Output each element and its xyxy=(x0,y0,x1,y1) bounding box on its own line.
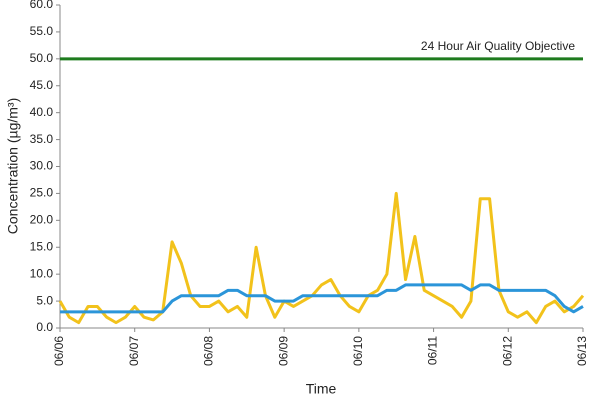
x-tick-label: 06/07 xyxy=(127,336,141,366)
x-tick-label: 06/10 xyxy=(351,336,365,366)
y-tick-label: 25.0 xyxy=(30,186,54,200)
y-tick-label: 15.0 xyxy=(30,239,54,253)
y-tick-label: 60.0 xyxy=(30,0,54,11)
x-tick-label: 06/09 xyxy=(276,336,290,366)
x-tick-label: 06/11 xyxy=(426,336,440,365)
x-tick-label: 06/06 xyxy=(52,336,66,366)
y-tick-label: 50.0 xyxy=(30,51,54,65)
x-tick-label: 06/13 xyxy=(575,336,589,366)
y-tick-label: 40.0 xyxy=(30,105,54,119)
data-line xyxy=(58,191,585,325)
y-tick-label: 0.0 xyxy=(36,320,53,334)
y-tick-label: 10.0 xyxy=(30,266,54,280)
x-axis-label: Time xyxy=(306,381,337,397)
objective-label: 24 Hour Air Quality Objective xyxy=(421,39,575,53)
y-tick-label: 30.0 xyxy=(30,159,54,173)
data-line xyxy=(60,283,584,314)
y-tick-label: 20.0 xyxy=(30,213,54,227)
y-tick-label: 5.0 xyxy=(36,293,53,307)
y-tick-label: 55.0 xyxy=(30,24,54,38)
x-tick-label: 06/12 xyxy=(500,336,514,366)
y-tick-label: 35.0 xyxy=(30,132,54,146)
y-axis-label: Concentration (µg/m³) xyxy=(5,98,21,234)
y-tick-label: 45.0 xyxy=(30,78,54,92)
x-tick-label: 06/08 xyxy=(202,336,216,366)
